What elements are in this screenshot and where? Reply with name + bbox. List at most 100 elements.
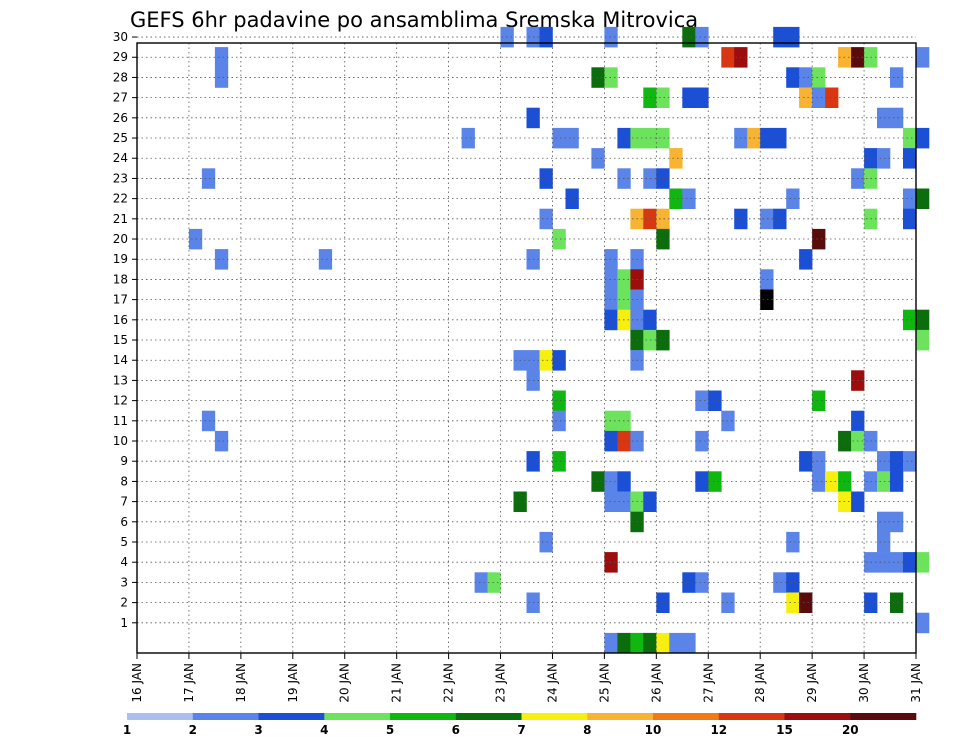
- heatmap-cell: [890, 67, 904, 88]
- y-tick-label: 25: [113, 131, 128, 145]
- heatmap-cell: [903, 552, 917, 573]
- heatmap-cell: [604, 249, 618, 270]
- heatmap-cell: [760, 269, 774, 290]
- heatmap-cell: [643, 87, 657, 108]
- heatmap-cell: [656, 632, 670, 654]
- heatmap-cell: [604, 471, 618, 492]
- heatmap-cell: [201, 168, 216, 189]
- heatmap-cell: [877, 471, 891, 492]
- heatmap-cell: [656, 329, 670, 351]
- heatmap-cell: [695, 572, 709, 593]
- heatmap-cell: [877, 552, 891, 573]
- x-axis-ticks: 16 JAN 17 JAN 18 JAN 19 JAN 20 JAN 21 JAN 22 J…: [130, 653, 923, 703]
- heatmap-cell: [773, 208, 787, 230]
- heatmap-cell: [487, 572, 501, 593]
- colorbar-segment: [521, 713, 588, 720]
- heatmap-cell: [799, 87, 813, 108]
- heatmap-cell: [877, 107, 891, 129]
- heatmap-cell: [669, 188, 683, 209]
- heatmap-cell: [656, 168, 670, 189]
- heatmap-cell: [773, 26, 787, 48]
- heatmap-cell: [682, 26, 696, 48]
- heatmap-cell: [539, 26, 553, 48]
- y-tick-label: 1: [120, 616, 128, 630]
- x-tick-label: 30 JAN: [857, 663, 871, 703]
- heatmap-cell: [695, 430, 709, 452]
- heatmap-cell: [630, 632, 644, 654]
- heatmap-cell: [890, 451, 904, 472]
- colorbar-label: 5: [386, 723, 394, 737]
- y-tick-label: 29: [113, 50, 128, 64]
- heatmap-cell: [812, 471, 826, 492]
- heatmap-cell: [890, 592, 904, 613]
- heatmap-cell: [916, 309, 930, 331]
- x-tick-label: 18 JAN: [234, 663, 248, 703]
- chart-title: GEFS 6hr padavine po ansamblima Sremska …: [130, 8, 698, 32]
- y-tick-label: 8: [120, 474, 128, 488]
- x-tick-label: 27 JAN: [701, 663, 715, 703]
- colorbar-label: 1: [123, 723, 131, 737]
- heatmap-cell: [604, 552, 618, 573]
- heatmap-cell: [552, 451, 566, 472]
- colorbar-segment: [390, 713, 456, 720]
- heatmap-cell: [591, 148, 605, 169]
- heatmap-cell: [695, 471, 709, 492]
- colorbar-segment: [718, 713, 785, 720]
- heatmap-cell: [903, 127, 917, 149]
- heatmap-cell: [786, 26, 800, 48]
- heatmap-cell: [552, 390, 566, 411]
- heatmap-cell: [903, 451, 917, 472]
- heatmap-cell: [539, 168, 553, 189]
- colorbar-label: 6: [452, 723, 460, 737]
- colorbar-label: 7: [517, 723, 525, 737]
- y-tick-label: 9: [120, 454, 128, 468]
- y-tick-label: 16: [113, 313, 128, 327]
- heatmap-cell: [656, 127, 670, 149]
- heatmap-cell: [877, 451, 891, 472]
- y-tick-label: 3: [120, 575, 128, 589]
- y-tick-label: 5: [120, 535, 128, 549]
- heatmap-cell: [812, 228, 826, 250]
- heatmap-cell: [760, 127, 774, 149]
- heatmap-cell: [708, 390, 722, 411]
- y-tick-label: 7: [120, 495, 128, 509]
- heatmap-cell: [786, 592, 800, 613]
- x-tick-label: 19 JAN: [286, 663, 300, 703]
- y-tick-label: 15: [113, 333, 128, 347]
- heatmap-cell: [539, 208, 553, 230]
- plot-frame: [136, 42, 917, 654]
- heatmap-cell: [604, 632, 618, 654]
- heatmap-cell: [682, 572, 696, 593]
- heatmap-cell: [903, 208, 917, 230]
- heatmap-cell: [916, 188, 930, 209]
- heatmap-cell: [799, 249, 813, 270]
- heatmap-cell: [604, 309, 618, 331]
- y-tick-label: 19: [113, 252, 128, 266]
- x-tick-label: 23 JAN: [494, 663, 508, 703]
- heatmap-cell: [877, 511, 891, 533]
- heatmap-cell: [604, 67, 618, 88]
- heatmap-cell: [799, 592, 813, 613]
- x-tick-label: 21 JAN: [390, 663, 404, 703]
- heatmap-cell: [643, 632, 657, 654]
- heatmap-cell: [591, 471, 605, 492]
- heatmap-cell: [916, 127, 930, 149]
- heatmap-cell: [669, 148, 683, 169]
- heatmap-cell: [916, 552, 930, 573]
- heatmap-cell: [643, 309, 657, 331]
- heatmap-cell: [916, 47, 930, 68]
- colorbar-label: 2: [189, 723, 197, 737]
- x-tick-label: 28 JAN: [753, 663, 767, 703]
- y-tick-label: 22: [113, 192, 128, 206]
- y-tick-label: 10: [113, 434, 128, 448]
- heatmap-cell: [682, 632, 696, 654]
- heatmap-cell: [812, 390, 826, 411]
- heatmap-cell: [786, 188, 800, 209]
- y-tick-label: 6: [120, 515, 128, 529]
- colorbar-label: 3: [254, 723, 262, 737]
- heatmap-cell: [877, 148, 891, 169]
- y-tick-label: 18: [113, 272, 128, 286]
- heatmap-cell: [877, 531, 891, 553]
- grid-lines: [137, 36, 916, 653]
- y-axis-ticks: 1234567891011121314151617181920212223242…: [113, 30, 137, 630]
